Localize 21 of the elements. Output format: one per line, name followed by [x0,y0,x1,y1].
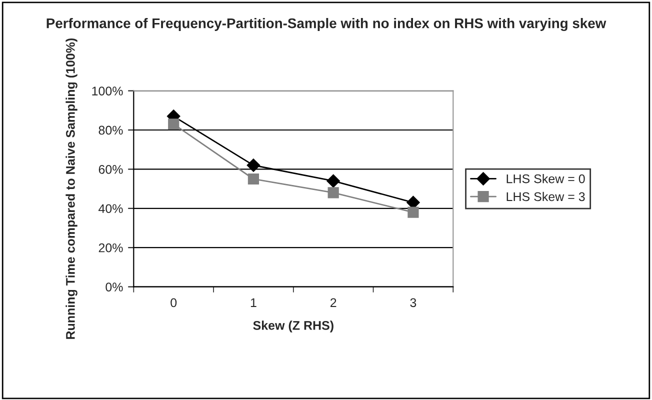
y-tick-label: 40% [98,204,123,214]
y-tick-label: 20% [98,243,123,252]
y-tick-label: 80% [98,126,123,135]
legend-label: LHS Skew = 0 [506,174,585,184]
legend-label: LHS Skew = 3 [506,192,585,202]
x-tick-label: 1 [250,298,256,307]
x-tick-label: 2 [330,298,336,307]
point [246,158,260,172]
x-tick-label: 3 [410,298,416,308]
chart-title: Performance of Frequency-Partition-Sample with no index on RHS with varying skew [46,18,606,32]
x-tick-label: 0 [170,298,177,308]
y-tick-label: 0% [106,282,123,292]
y-axis-title: Running Time compared to Naive Sampling (100%) [66,38,78,339]
point [168,118,180,130]
y-tick-label: 100% [92,86,123,96]
point [328,187,339,198]
x-axis-title: Skew (Z RHS) [253,320,334,332]
point [408,206,419,218]
y-tick-label: 60% [98,165,123,174]
point [248,173,260,185]
point [326,174,340,188]
